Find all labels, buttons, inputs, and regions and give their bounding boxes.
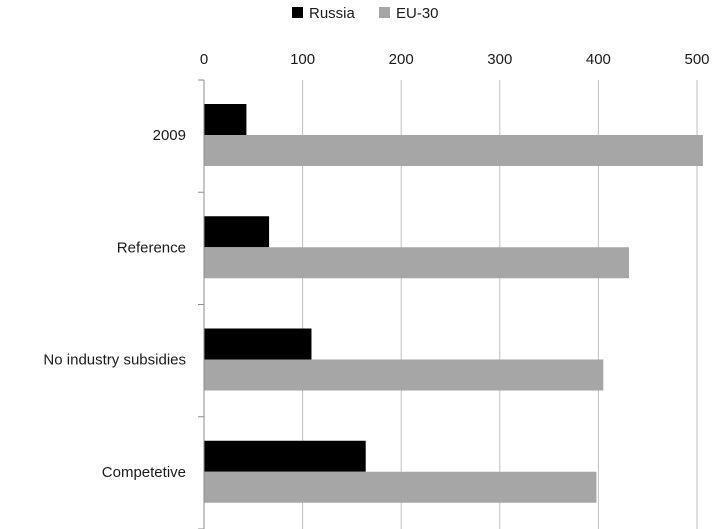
legend-swatch-eu-30 bbox=[379, 7, 390, 18]
category-label: Competetive bbox=[102, 464, 186, 481]
category-labels: 2009 Reference No industry subsidies Compet… bbox=[43, 127, 186, 481]
x-tick-label: 500 bbox=[684, 51, 709, 68]
bar-russia-3 bbox=[204, 440, 366, 472]
bar-russia-1 bbox=[204, 216, 270, 248]
x-tick-label: 400 bbox=[586, 51, 611, 68]
category-label: No industry subsidies bbox=[43, 352, 186, 369]
x-tick-label: 200 bbox=[389, 51, 414, 68]
bar-eu-30-2 bbox=[204, 359, 604, 391]
legend-label: Russia bbox=[309, 5, 356, 22]
legend-label: EU-30 bbox=[396, 5, 439, 22]
bar-russia-0 bbox=[204, 104, 247, 135]
category-label: Reference bbox=[117, 239, 186, 256]
y-axis bbox=[198, 79, 205, 529]
bar-eu-30-0 bbox=[204, 135, 703, 166]
x-tick-label: 300 bbox=[487, 51, 512, 68]
category-label: 2009 bbox=[153, 127, 186, 144]
x-tick-label: 100 bbox=[290, 51, 315, 68]
legend: Russia EU-30 bbox=[292, 5, 439, 22]
legend-swatch-russia bbox=[292, 7, 303, 18]
bar-eu-30-3 bbox=[204, 471, 597, 503]
bar-russia-2 bbox=[204, 328, 312, 360]
bars bbox=[204, 104, 703, 503]
x-axis-tick-labels: 0 100 200 300 400 500 bbox=[200, 51, 710, 68]
bar-eu-30-1 bbox=[204, 247, 629, 279]
x-tick-label: 0 bbox=[200, 51, 208, 68]
